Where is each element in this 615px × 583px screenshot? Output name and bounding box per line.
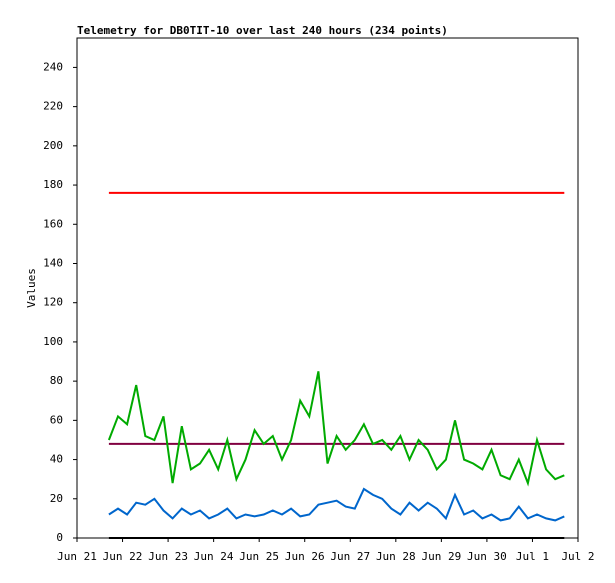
y-tick-label: 120: [43, 296, 63, 309]
x-tick-label: Jun 21: [57, 550, 97, 563]
x-tick-label: Jun 26: [285, 550, 325, 563]
x-tick-label: Jun 28: [376, 550, 416, 563]
x-tick-label: Jun 27: [330, 550, 370, 563]
x-tick-label: Jun 24: [194, 550, 234, 563]
x-tick-label: Jun 22: [103, 550, 143, 563]
y-tick-label: 40: [50, 453, 63, 466]
x-tick-label: Jun 25: [239, 550, 279, 563]
series-line: [107, 371, 565, 487]
y-tick-label: 140: [43, 256, 63, 269]
x-tick-label: Jul 1: [516, 550, 549, 563]
y-tick-label: 160: [43, 217, 63, 230]
y-tick-label: 220: [43, 100, 63, 113]
x-tick-label: Jun 23: [148, 550, 188, 563]
y-tick-label: 100: [43, 335, 63, 348]
x-tick-label: Jun 30: [467, 550, 507, 563]
y-tick-label: 80: [50, 374, 63, 387]
y-axis-label: Values: [25, 268, 38, 308]
y-tick-label: 180: [43, 178, 63, 191]
x-tick-label: Jul 2: [561, 550, 594, 563]
x-tick-label: Jun 29: [421, 550, 461, 563]
y-tick-label: 0: [56, 531, 63, 544]
y-tick-label: 60: [50, 413, 63, 426]
y-tick-label: 240: [43, 60, 63, 73]
series-line: [108, 487, 565, 522]
y-tick-label: 20: [50, 492, 63, 505]
chart-title: Telemetry for DB0TIT-10 over last 240 ho…: [77, 24, 448, 37]
y-tick-label: 200: [43, 139, 63, 152]
